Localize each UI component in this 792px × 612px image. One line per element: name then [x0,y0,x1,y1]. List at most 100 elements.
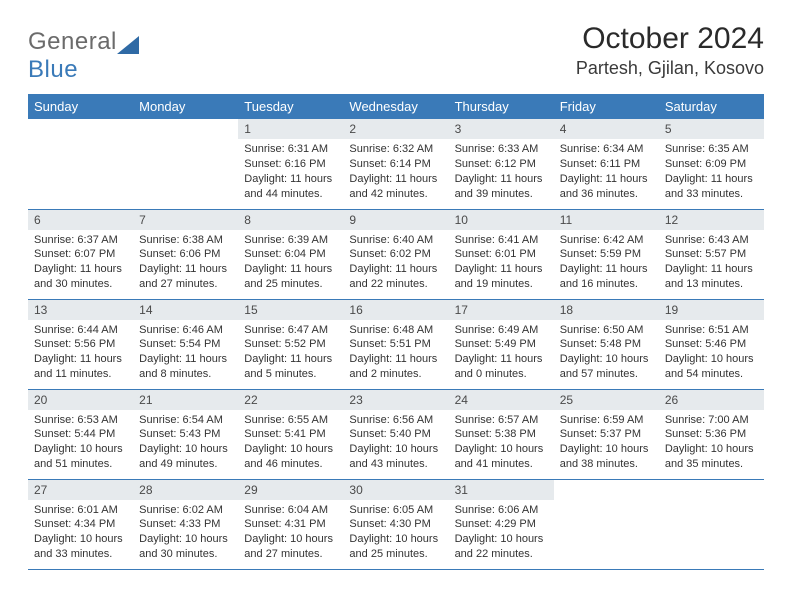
day-cell: 9Sunrise: 6:40 AMSunset: 6:02 PMDaylight… [343,209,448,299]
daylight-text-1: Daylight: 10 hours [560,442,653,457]
sunset-text: Sunset: 5:36 PM [665,427,758,442]
daylight-text-2: and 11 minutes. [34,367,127,382]
daylight-text-1: Daylight: 10 hours [665,442,758,457]
day-details: Sunrise: 6:39 AMSunset: 6:04 PMDaylight:… [238,230,343,296]
sunset-text: Sunset: 5:44 PM [34,427,127,442]
day-number: 30 [343,480,448,500]
sunrise-text: Sunrise: 6:02 AM [139,503,232,518]
sunset-text: Sunset: 5:56 PM [34,337,127,352]
daylight-text-2: and 33 minutes. [665,187,758,202]
day-cell: 23Sunrise: 6:56 AMSunset: 5:40 PMDayligh… [343,389,448,479]
daylight-text-2: and 44 minutes. [244,187,337,202]
daylight-text-1: Daylight: 11 hours [455,262,548,277]
sunset-text: Sunset: 5:49 PM [455,337,548,352]
sunrise-text: Sunrise: 7:00 AM [665,413,758,428]
day-number: 13 [28,300,133,320]
day-details: Sunrise: 7:00 AMSunset: 5:36 PMDaylight:… [659,410,764,476]
day-details: Sunrise: 6:54 AMSunset: 5:43 PMDaylight:… [133,410,238,476]
daylight-text-2: and 22 minutes. [455,547,548,562]
daylight-text-2: and 27 minutes. [139,277,232,292]
day-number: 8 [238,210,343,230]
sunset-text: Sunset: 5:37 PM [560,427,653,442]
sunset-text: Sunset: 6:14 PM [349,157,442,172]
daylight-text-1: Daylight: 10 hours [455,532,548,547]
daylight-text-1: Daylight: 11 hours [455,352,548,367]
daylight-text-1: Daylight: 11 hours [244,262,337,277]
day-cell: 12Sunrise: 6:43 AMSunset: 5:57 PMDayligh… [659,209,764,299]
day-details: Sunrise: 6:34 AMSunset: 6:11 PMDaylight:… [554,139,659,205]
day-details: Sunrise: 6:55 AMSunset: 5:41 PMDaylight:… [238,410,343,476]
day-details: Sunrise: 6:59 AMSunset: 5:37 PMDaylight:… [554,410,659,476]
daylight-text-2: and 51 minutes. [34,457,127,472]
day-number: 7 [133,210,238,230]
sunset-text: Sunset: 5:48 PM [560,337,653,352]
day-details: Sunrise: 6:41 AMSunset: 6:01 PMDaylight:… [449,230,554,296]
daylight-text-2: and 49 minutes. [139,457,232,472]
day-details: Sunrise: 6:51 AMSunset: 5:46 PMDaylight:… [659,320,764,386]
day-number: 1 [238,119,343,139]
day-details: Sunrise: 6:04 AMSunset: 4:31 PMDaylight:… [238,500,343,566]
daylight-text-1: Daylight: 11 hours [349,172,442,187]
day-details: Sunrise: 6:05 AMSunset: 4:30 PMDaylight:… [343,500,448,566]
sunset-text: Sunset: 6:04 PM [244,247,337,262]
day-number: 20 [28,390,133,410]
sunset-text: Sunset: 5:40 PM [349,427,442,442]
logo: General Blue [28,22,139,84]
weekday-header: Thursday [449,94,554,119]
sunset-text: Sunset: 5:54 PM [139,337,232,352]
daylight-text-1: Daylight: 10 hours [349,442,442,457]
calendar-body: . . 1Sunrise: 6:31 AMSunset: 6:16 PMDayl… [28,119,764,569]
day-details: Sunrise: 6:44 AMSunset: 5:56 PMDaylight:… [28,320,133,386]
sunrise-text: Sunrise: 6:43 AM [665,233,758,248]
daylight-text-2: and 46 minutes. [244,457,337,472]
sunset-text: Sunset: 6:11 PM [560,157,653,172]
day-cell: 1Sunrise: 6:31 AMSunset: 6:16 PMDaylight… [238,119,343,209]
daylight-text-1: Daylight: 10 hours [244,442,337,457]
sunrise-text: Sunrise: 6:39 AM [244,233,337,248]
daylight-text-1: Daylight: 11 hours [244,172,337,187]
sunrise-text: Sunrise: 6:50 AM [560,323,653,338]
calendar-row: . . 1Sunrise: 6:31 AMSunset: 6:16 PMDayl… [28,119,764,209]
calendar-row: 27Sunrise: 6:01 AMSunset: 4:34 PMDayligh… [28,479,764,569]
day-cell: 31Sunrise: 6:06 AMSunset: 4:29 PMDayligh… [449,479,554,569]
daylight-text-2: and 25 minutes. [349,547,442,562]
day-number: 26 [659,390,764,410]
day-cell: 19Sunrise: 6:51 AMSunset: 5:46 PMDayligh… [659,299,764,389]
daylight-text-1: Daylight: 10 hours [139,442,232,457]
daylight-text-2: and 25 minutes. [244,277,337,292]
sunset-text: Sunset: 6:07 PM [34,247,127,262]
day-number: 29 [238,480,343,500]
day-cell: 6Sunrise: 6:37 AMSunset: 6:07 PMDaylight… [28,209,133,299]
weekday-header: Wednesday [343,94,448,119]
sunset-text: Sunset: 5:41 PM [244,427,337,442]
sunset-text: Sunset: 4:33 PM [139,517,232,532]
weekday-header: Friday [554,94,659,119]
daylight-text-1: Daylight: 11 hours [349,352,442,367]
sunrise-text: Sunrise: 6:01 AM [34,503,127,518]
day-cell: 27Sunrise: 6:01 AMSunset: 4:34 PMDayligh… [28,479,133,569]
day-details: Sunrise: 6:50 AMSunset: 5:48 PMDaylight:… [554,320,659,386]
daylight-text-1: Daylight: 11 hours [244,352,337,367]
day-cell: 2Sunrise: 6:32 AMSunset: 6:14 PMDaylight… [343,119,448,209]
day-cell: 11Sunrise: 6:42 AMSunset: 5:59 PMDayligh… [554,209,659,299]
day-number: 3 [449,119,554,139]
day-number: 17 [449,300,554,320]
day-number: 5 [659,119,764,139]
day-details: Sunrise: 6:33 AMSunset: 6:12 PMDaylight:… [449,139,554,205]
daylight-text-2: and 39 minutes. [455,187,548,202]
day-number: 18 [554,300,659,320]
calendar-page: General Blue October 2024 Partesh, Gjila… [0,0,792,582]
day-cell: 3Sunrise: 6:33 AMSunset: 6:12 PMDaylight… [449,119,554,209]
daylight-text-2: and 5 minutes. [244,367,337,382]
daylight-text-2: and 0 minutes. [455,367,548,382]
day-cell: . [554,479,659,569]
daylight-text-1: Daylight: 11 hours [665,262,758,277]
sunrise-text: Sunrise: 6:49 AM [455,323,548,338]
day-cell: 4Sunrise: 6:34 AMSunset: 6:11 PMDaylight… [554,119,659,209]
day-details: Sunrise: 6:02 AMSunset: 4:33 PMDaylight:… [133,500,238,566]
daylight-text-2: and 35 minutes. [665,457,758,472]
weekday-header: Sunday [28,94,133,119]
day-number: 11 [554,210,659,230]
sunset-text: Sunset: 5:52 PM [244,337,337,352]
daylight-text-2: and 43 minutes. [349,457,442,472]
